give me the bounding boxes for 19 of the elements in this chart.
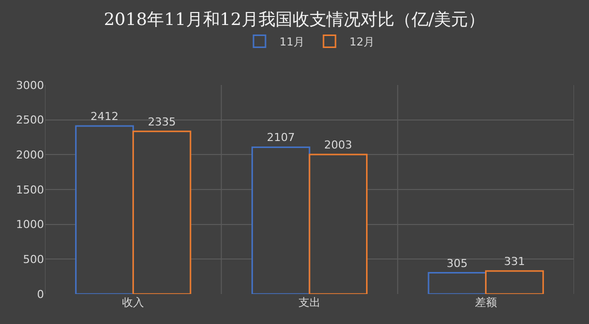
y-tick-label: 2500 (16, 114, 44, 127)
y-tick-label: 2000 (16, 148, 44, 162)
data-label: 2412 (90, 110, 119, 123)
data-label: 2335 (148, 115, 176, 128)
chart-title: 2018年11月和12月我国收支情况对比（亿/美元） (104, 10, 486, 30)
x-tick-label: 支出 (298, 296, 320, 309)
y-tick-label: 500 (23, 253, 44, 266)
legend-label: 11月 (280, 36, 304, 49)
data-label: 2107 (266, 131, 295, 144)
y-tick-label: 1500 (16, 183, 44, 196)
x-tick-label: 收入 (122, 296, 144, 309)
data-label: 305 (446, 256, 468, 270)
legend-label: 12月 (350, 36, 374, 49)
data-label: 331 (504, 254, 525, 268)
y-tick-label: 1000 (16, 218, 44, 232)
x-tick-label: 差额 (474, 296, 497, 309)
y-tick-label: 3000 (16, 78, 44, 92)
data-label: 2003 (324, 138, 352, 152)
y-tick-label: 0 (37, 288, 44, 301)
